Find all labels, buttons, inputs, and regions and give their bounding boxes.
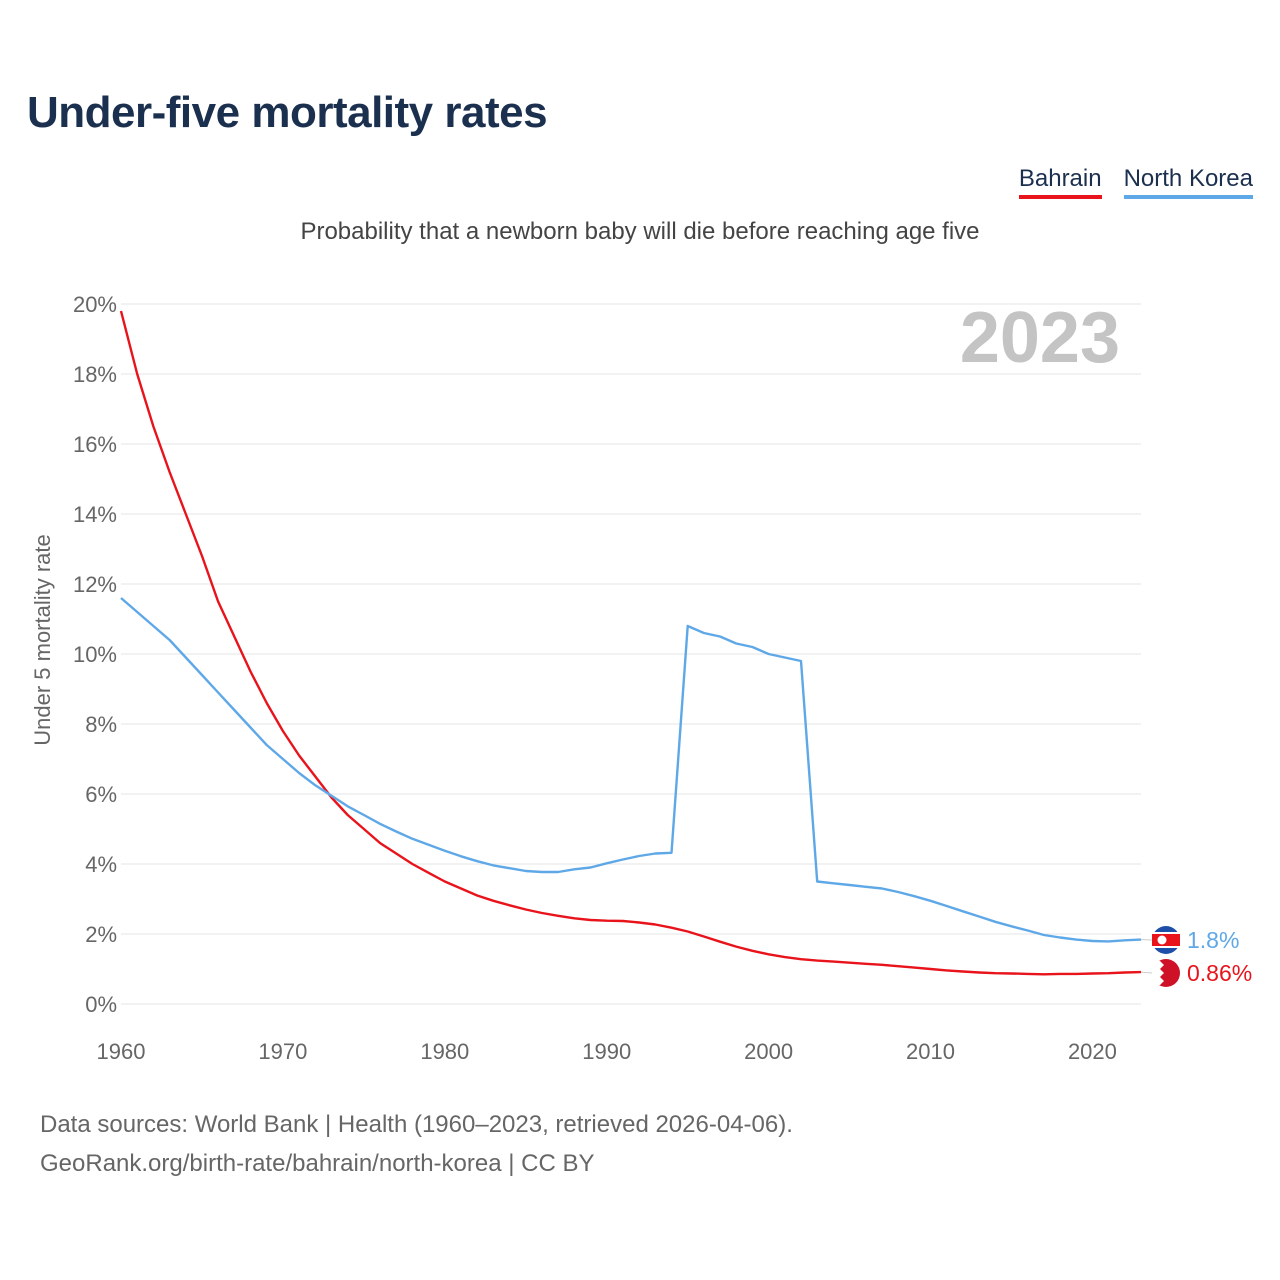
y-tick-label: 12% bbox=[73, 572, 117, 597]
y-tick-label: 2% bbox=[85, 922, 117, 947]
chart-subtitle: Probability that a newborn baby will die… bbox=[300, 218, 980, 245]
north-korea-flag-icon bbox=[1152, 926, 1180, 954]
y-tick-label: 10% bbox=[73, 642, 117, 667]
footer: Data sources: World Bank | Health (1960–… bbox=[40, 1105, 793, 1183]
end-markers: 1.8% 0.86% bbox=[1140, 926, 1252, 987]
y-tick-label: 8% bbox=[85, 712, 117, 737]
series-line-bahrain bbox=[119, 310, 1142, 976]
x-tick-label: 2000 bbox=[744, 1039, 793, 1064]
bahrain-end-label: 0.86% bbox=[1187, 960, 1252, 986]
y-tick-label: 20% bbox=[73, 292, 117, 317]
legend: Bahrain North Korea bbox=[1018, 165, 1253, 199]
line-chart: 2023 0%2%4%6%8%10%12%14%16%18%20% 1960 19… bbox=[30, 292, 1252, 1064]
chart-title: Under-five mortality rates bbox=[27, 88, 548, 137]
y-tick-label: 0% bbox=[85, 992, 117, 1017]
year-watermark: 2023 bbox=[960, 298, 1120, 378]
bahrain-flag-icon bbox=[1152, 959, 1180, 987]
series-line-north-korea bbox=[120, 597, 1142, 943]
legend-item-north-korea[interactable]: North Korea bbox=[1123, 165, 1253, 199]
y-tick-label: 4% bbox=[85, 852, 117, 877]
x-tick-label: 1960 bbox=[97, 1039, 146, 1064]
y-axis-label: Under 5 mortality rate bbox=[30, 534, 55, 746]
series-lines bbox=[119, 310, 1142, 976]
y-axis-ticks: 0% 2% 4% 6% 8% 10% 12% 14% 16% 18% 20% bbox=[73, 292, 117, 1017]
y-tick-label: 14% bbox=[73, 502, 117, 527]
y-tick-label: 18% bbox=[73, 362, 117, 387]
legend-item-bahrain[interactable]: Bahrain bbox=[1018, 165, 1102, 199]
north-korea-end-label: 1.8% bbox=[1187, 927, 1239, 953]
x-tick-label: 1990 bbox=[582, 1039, 631, 1064]
footer-credit: GeoRank.org/birth-rate/bahrain/north-kor… bbox=[40, 1150, 595, 1177]
x-tick-label: 1970 bbox=[258, 1039, 307, 1064]
gridlines bbox=[121, 303, 1141, 1005]
x-tick-label: 2010 bbox=[906, 1039, 955, 1064]
footer-sources: Data sources: World Bank | Health (1960–… bbox=[40, 1111, 793, 1138]
y-tick-label: 6% bbox=[85, 782, 117, 807]
bahrain-connector bbox=[1140, 971, 1153, 974]
y-tick-label: 16% bbox=[73, 432, 117, 457]
x-axis-ticks: 1960 1970 1980 1990 2000 2010 2020 bbox=[97, 1039, 1117, 1064]
x-tick-label: 2020 bbox=[1068, 1039, 1117, 1064]
x-tick-label: 1980 bbox=[420, 1039, 469, 1064]
